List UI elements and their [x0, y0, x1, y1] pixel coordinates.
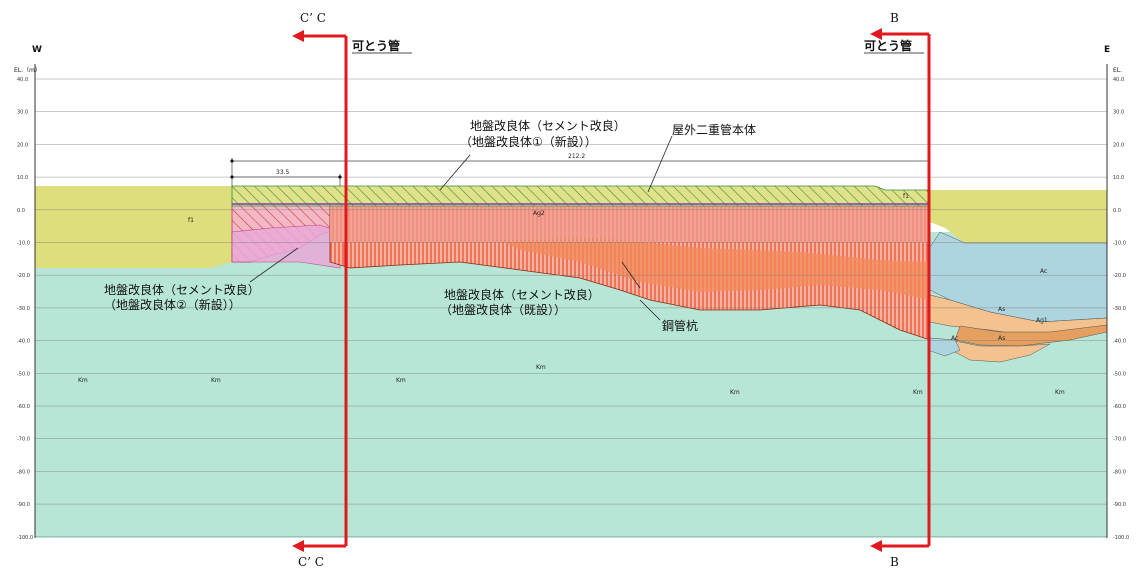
- stratum-km: Km: [913, 389, 923, 396]
- section-label-cc-top: C’ C: [300, 11, 326, 25]
- elevation-tick-label: 0.0: [1113, 208, 1121, 214]
- stratum-km: Km: [1055, 389, 1065, 396]
- section-arrowhead-cc-bottom: [292, 540, 304, 552]
- stratum-ac-small: Ac: [951, 335, 958, 342]
- leader-ground-existing: [621, 261, 641, 289]
- elevation-tick-label: -40.0: [17, 339, 30, 345]
- dim-dot-1: [230, 159, 234, 163]
- elevation-tick-label: 40.0: [17, 77, 28, 83]
- as-sand-lower: [949, 339, 1051, 363]
- flex-pipe-right-label: 可とう管: [864, 38, 912, 53]
- elevation-tick-label: -100.0: [17, 535, 33, 541]
- east-label: E: [1104, 45, 1110, 55]
- stratum-km: Km: [211, 377, 221, 384]
- stratum-km: Km: [536, 364, 546, 371]
- ground-improvement-new1: [231, 185, 931, 207]
- elevation-tick-label: 0.0: [17, 208, 25, 214]
- elevation-tick-label: -50.0: [1113, 371, 1126, 377]
- elevation-tick-label: 10.0: [1113, 175, 1124, 181]
- dim-dot-2: [230, 175, 234, 179]
- stratum-ag2: Ag2: [533, 210, 545, 217]
- elevation-tick-label: -80.0: [1113, 469, 1126, 475]
- label-ground-cement-left: 地盤改良体（セメント改良）: [104, 282, 260, 297]
- improvement-upper-band: [330, 202, 930, 242]
- elevation-tick-label: -10.0: [17, 241, 30, 247]
- elevation-label-right: EL.: [1113, 67, 1122, 74]
- label-steel-pile: 鋼管杭: [662, 318, 698, 333]
- km-labels: Km Km Km Km Km Km Km: [78, 364, 1065, 396]
- dimension-value-small: 33.5: [276, 169, 290, 176]
- elevation-tick-label: 40.0: [1113, 77, 1124, 83]
- elevation-tick-label: -80.0: [17, 469, 30, 475]
- dimension-value-total: 212.2: [568, 153, 585, 160]
- ag2-layer: [500, 238, 930, 300]
- flex-pipe-left-label: 可とう管: [352, 38, 400, 53]
- label-ground-new2: （地盤改良体②（新設））: [104, 297, 241, 312]
- elevation-tick-label: 30.0: [17, 110, 28, 116]
- stratum-km: Km: [396, 377, 406, 384]
- stratum-km: Km: [78, 377, 88, 384]
- section-label-cc-bottom: C’ C: [298, 555, 324, 569]
- label-ground-cement-mid: 地盤改良体（セメント改良）: [444, 287, 600, 302]
- stratum-as-2: As: [998, 335, 1005, 342]
- elevation-tick-label: -70.0: [17, 437, 30, 443]
- elevation-tick-label: -70.0: [1113, 437, 1126, 443]
- elevation-tick-label: -60.0: [17, 404, 30, 410]
- stratum-ac: Ac: [1040, 268, 1047, 275]
- section-arrowhead-b-top: [870, 28, 882, 40]
- label-ground-existing: （地盤改良体（既設））: [440, 302, 566, 317]
- elevation-label-left: EL.（m）: [14, 67, 41, 74]
- leader-steel-pile: [639, 299, 661, 321]
- dim-dot-3: [338, 175, 342, 179]
- stratum-f1-left: f1: [188, 217, 194, 224]
- ground-improvement-new2-lower: [231, 224, 341, 269]
- elevation-tick-label: -90.0: [1113, 502, 1126, 508]
- elevation-tick-label: -30.0: [17, 306, 30, 312]
- elevation-tick-label: 10.0: [17, 175, 28, 181]
- leader-outer-pipe: [647, 135, 673, 193]
- elevation-tick-label: -100.0: [1113, 535, 1129, 541]
- elevation-tick-label: 20.0: [17, 142, 28, 148]
- elevation-tick-label: -50.0: [17, 371, 30, 377]
- elevation-tick-label: -20.0: [17, 273, 30, 279]
- stratum-f1-right: f1: [903, 193, 909, 200]
- section-arrowhead-b-bottom: [870, 540, 882, 552]
- label-ground-new1: （地盤改良体①（新設））: [460, 134, 597, 149]
- elevation-tick-label: -90.0: [17, 502, 30, 508]
- label-ground-cement-top: 地盤改良体（セメント改良）: [470, 118, 626, 133]
- label-outer-pipe: 屋外二重管本体: [672, 122, 756, 137]
- elevation-tick-label: -60.0: [1113, 404, 1126, 410]
- fill-layer-right: [930, 190, 1107, 243]
- elevation-tick-label: 30.0: [1113, 110, 1124, 116]
- stratum-ag1: Ag1: [1036, 317, 1048, 324]
- leader-ground-new1: [439, 154, 471, 191]
- section-arrowhead-cc-top: [292, 30, 304, 42]
- elevation-tick-label: 20.0: [1113, 142, 1124, 148]
- elevation-tick-label: -40.0: [1113, 339, 1126, 345]
- stratum-km: Km: [730, 389, 740, 396]
- section-label-b-top: B: [890, 11, 899, 25]
- elevation-tick-label: -10.0: [1113, 241, 1126, 247]
- section-label-b-bottom: B: [890, 555, 899, 569]
- leader-ground-new2: [249, 247, 299, 283]
- west-label: W: [32, 45, 42, 55]
- elevation-tick-label: -20.0: [1113, 273, 1126, 279]
- elevation-tick-label: -30.0: [1113, 306, 1126, 312]
- stratum-as-1: As: [998, 306, 1005, 313]
- elevation-ticks: 40.0 40.0 30.0 30.0 20.0 20.0 10.0 10.0 0.0 0.0 -1…: [17, 77, 1129, 541]
